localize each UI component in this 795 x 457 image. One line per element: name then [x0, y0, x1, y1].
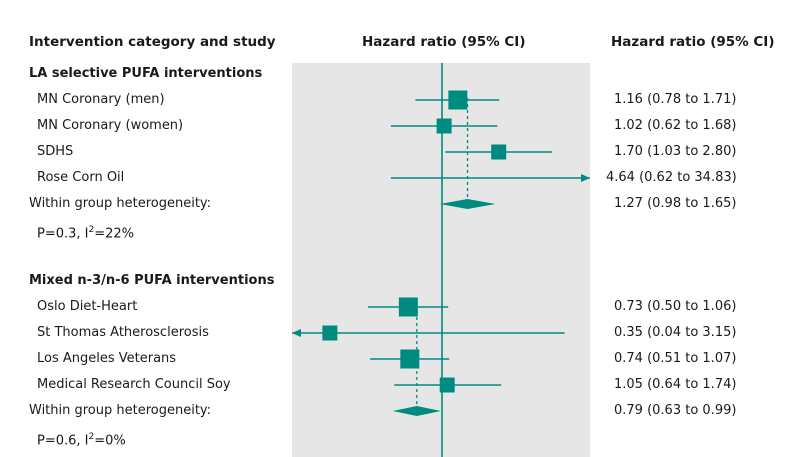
point-estimate-square: [400, 349, 420, 369]
hr-value: 1.70 (1.03 to 2.80): [614, 144, 737, 159]
point-estimate-square: [436, 118, 452, 134]
group-title: Mixed n-3/n-6 PUFA interventions: [29, 273, 275, 288]
pooled-diamond: [439, 199, 496, 209]
pooled-diamond: [392, 406, 441, 416]
hr-value: 1.02 (0.62 to 1.68): [614, 118, 737, 133]
point-estimate-square: [439, 377, 455, 393]
study-label: MN Coronary (men): [37, 92, 165, 107]
plot-column-header: Hazard ratio (95% CI): [362, 34, 526, 50]
ci-arrow-right: [581, 174, 590, 182]
heterogeneity-stat: P=0.3, I2=22%: [37, 225, 135, 242]
values-column-header: Hazard ratio (95% CI): [611, 34, 775, 50]
hr-value: 0.73 (0.50 to 1.06): [614, 299, 737, 314]
point-estimate-square: [398, 297, 418, 317]
hr-value: 0.74 (0.51 to 1.07): [614, 351, 737, 366]
study-label: Medical Research Council Soy: [37, 377, 231, 392]
hr-value: 1.05 (0.64 to 1.74): [614, 377, 737, 392]
hr-value: 4.64 (0.62 to 34.83): [606, 170, 737, 185]
study-column-header: Intervention category and study: [29, 34, 276, 50]
study-label: MN Coronary (women): [37, 118, 184, 133]
ci-arrow-left: [292, 329, 301, 337]
point-estimate-square: [448, 90, 468, 110]
group-title: LA selective PUFA interventions: [29, 66, 263, 81]
study-label: Oslo Diet-Heart: [37, 299, 138, 314]
pooled-hr-value: 0.79 (0.63 to 0.99): [614, 403, 737, 418]
hr-value: 0.35 (0.04 to 3.15): [614, 325, 737, 340]
study-label: St Thomas Atherosclerosis: [37, 325, 209, 340]
point-estimate-square: [491, 144, 507, 160]
pooled-label: Within group heterogeneity:: [29, 196, 212, 211]
study-label: Los Angeles Veterans: [37, 351, 177, 366]
study-label: SDHS: [37, 144, 74, 159]
point-estimate-square: [322, 325, 338, 341]
pooled-label: Within group heterogeneity:: [29, 403, 212, 418]
study-label: Rose Corn Oil: [37, 170, 125, 185]
pooled-hr-value: 1.27 (0.98 to 1.65): [614, 196, 737, 211]
hr-value: 1.16 (0.78 to 1.71): [614, 92, 737, 107]
heterogeneity-stat: P=0.6, I2=0%: [37, 432, 126, 449]
